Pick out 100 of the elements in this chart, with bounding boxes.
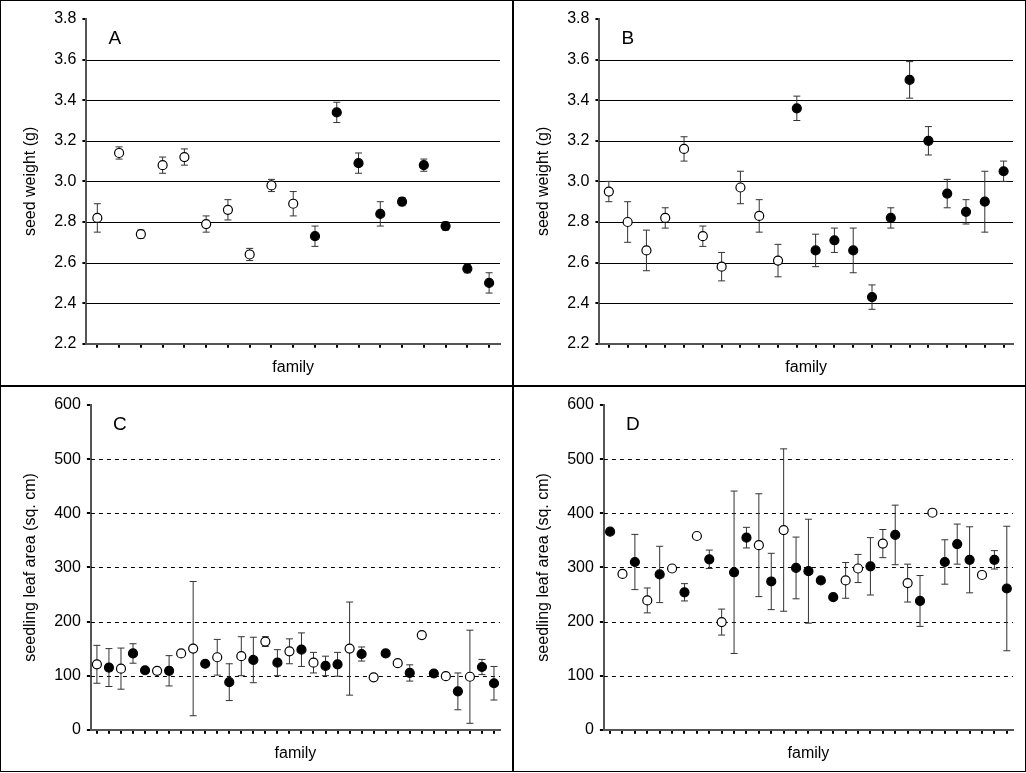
point — [332, 659, 343, 670]
y-tick-label: 2.2 — [567, 334, 590, 352]
point — [308, 657, 319, 668]
point — [704, 554, 715, 565]
point — [942, 188, 953, 199]
y-tick-label: 2.2 — [54, 334, 77, 352]
chart-title: B — [621, 26, 635, 48]
x-axis-title: family — [272, 357, 315, 375]
y-tick-label: 400 — [54, 503, 81, 521]
point — [622, 216, 633, 228]
y-tick-label: 2.6 — [54, 253, 77, 271]
point — [989, 554, 1000, 565]
point — [852, 563, 864, 574]
y-tick-label: 500 — [54, 449, 81, 467]
point — [998, 166, 1009, 177]
y-tick-label: 600 — [567, 395, 594, 413]
point — [791, 103, 802, 114]
point — [679, 587, 690, 598]
point — [691, 530, 702, 542]
point — [629, 556, 640, 568]
y-tick-label: 200 — [567, 611, 594, 629]
point — [484, 277, 495, 288]
y-tick-label: 0 — [584, 720, 594, 738]
point — [452, 686, 463, 697]
point — [440, 671, 451, 682]
y-tick-label: 3.4 — [567, 90, 590, 108]
y-tick-label: 300 — [567, 557, 594, 575]
point — [284, 646, 295, 657]
point — [754, 210, 765, 222]
point — [914, 595, 926, 607]
y-tick-label: 2.8 — [567, 212, 590, 230]
point — [212, 652, 223, 663]
point — [772, 255, 784, 266]
point — [188, 643, 199, 654]
y-axis-title: seedling leaf area (sq. cm) — [21, 473, 39, 662]
point — [488, 678, 500, 689]
y-tick-label: 3.4 — [54, 90, 77, 108]
point — [927, 507, 938, 518]
point — [416, 629, 427, 641]
chart-title: A — [108, 26, 122, 48]
point — [803, 566, 814, 577]
y-tick-label: 3.6 — [54, 50, 77, 68]
point — [464, 671, 476, 682]
point — [960, 206, 972, 217]
y-tick-label: 2.6 — [567, 253, 590, 271]
point — [660, 212, 671, 224]
y-tick-label: 3.2 — [54, 131, 77, 149]
y-axis-title: seed weight (g) — [21, 126, 39, 237]
y-axis-title: seedling leaf area (sq. cm) — [534, 473, 552, 662]
point — [654, 569, 665, 580]
y-tick-label: 2.4 — [567, 293, 590, 311]
point — [815, 575, 826, 586]
y-tick-label: 2.4 — [54, 293, 77, 311]
point — [139, 665, 151, 676]
point — [151, 665, 163, 676]
point — [200, 658, 211, 669]
point — [697, 231, 708, 242]
point — [375, 208, 386, 219]
point — [976, 569, 988, 581]
x-axis-title: family — [787, 743, 830, 761]
point — [91, 659, 103, 670]
chart-title: C — [112, 412, 127, 434]
x-axis-title: family — [274, 743, 317, 761]
point — [272, 657, 283, 668]
y-tick-label: 100 — [54, 666, 81, 684]
y-tick-label: 3.8 — [567, 9, 590, 27]
point — [428, 668, 439, 679]
point — [368, 672, 379, 683]
point — [902, 578, 913, 589]
point — [735, 182, 746, 193]
point — [248, 654, 259, 666]
point — [890, 529, 901, 541]
y-tick-label: 300 — [54, 557, 81, 575]
point — [923, 135, 934, 146]
point — [236, 651, 247, 662]
point — [829, 235, 840, 246]
point — [296, 644, 307, 655]
point — [939, 556, 950, 568]
y-tick-label: 3.2 — [567, 131, 590, 149]
point — [344, 643, 355, 654]
x-axis-title: family — [785, 357, 828, 375]
point — [753, 540, 764, 551]
y-tick-label: 3.6 — [567, 50, 590, 68]
point — [766, 576, 777, 587]
point — [848, 245, 859, 256]
y-tick-label: 200 — [54, 611, 81, 629]
point — [741, 532, 752, 543]
point — [320, 660, 331, 672]
point — [866, 292, 878, 303]
point — [964, 554, 975, 565]
point — [952, 539, 963, 550]
point — [176, 648, 187, 659]
point — [392, 658, 403, 669]
point — [103, 662, 115, 673]
point — [164, 665, 175, 676]
point — [678, 143, 690, 155]
point — [603, 186, 614, 197]
point — [716, 616, 727, 628]
y-tick-label: 400 — [567, 503, 594, 521]
point — [380, 648, 391, 659]
